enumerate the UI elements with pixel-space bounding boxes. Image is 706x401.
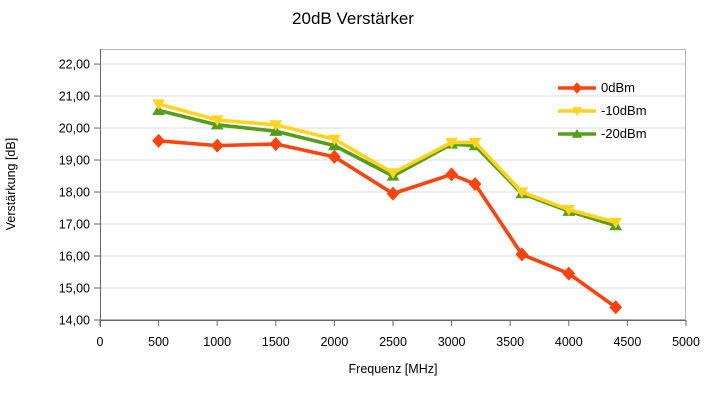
x-tick-label: 4500 bbox=[613, 335, 641, 349]
chart-title: 20dB Verstärker bbox=[292, 9, 414, 28]
y-tick-labels: 14,00 15,00 16,00 17,00 18,00 19,00 20,00 21,00… bbox=[59, 58, 90, 328]
legend-item-0dbm: 0dBm bbox=[556, 76, 647, 99]
x-tick-label: 3500 bbox=[496, 335, 524, 349]
y-tick-label: 22,00 bbox=[59, 58, 90, 72]
legend-label: -20dBm bbox=[601, 126, 647, 141]
legend-label: -10dBm bbox=[601, 103, 647, 118]
x-tick-label: 5000 bbox=[672, 335, 700, 349]
series--10dBm bbox=[152, 99, 623, 229]
y-tick-label: 17,00 bbox=[59, 218, 90, 232]
legend: 0dBm -10dBm -20dBm bbox=[556, 76, 647, 145]
x-axis-title: Frequenz [MHz] bbox=[348, 362, 438, 376]
legend-label: 0dBm bbox=[601, 80, 635, 95]
x-tick-label: 1500 bbox=[262, 335, 290, 349]
y-tick-label: 21,00 bbox=[59, 90, 90, 104]
y-tick-label: 18,00 bbox=[59, 186, 90, 200]
y-tick-label: 19,00 bbox=[59, 154, 90, 168]
x-tick-label: 500 bbox=[148, 335, 169, 349]
y-tick-label: 16,00 bbox=[59, 250, 90, 264]
axes bbox=[94, 49, 687, 327]
x-tick-label: 2000 bbox=[320, 335, 348, 349]
x-tick-label: 3000 bbox=[438, 335, 466, 349]
y-tick-label: 15,00 bbox=[59, 282, 90, 296]
x-tick-label: 1000 bbox=[203, 335, 231, 349]
series-0dBm bbox=[152, 133, 623, 315]
x-tick-labels: 0 500 1000 1500 2000 2500 3000 3500 4000 4500 5000 bbox=[97, 335, 700, 349]
legend-swatch-diamond-icon bbox=[558, 81, 596, 94]
series--20dBm bbox=[152, 104, 623, 231]
legend-swatch-triangle-down-icon bbox=[558, 106, 596, 116]
legend-swatch-triangle-up-icon bbox=[558, 128, 596, 138]
y-axis-title: Verstärkung [dB] bbox=[4, 137, 18, 231]
legend-item-minus20dbm: -20dBm bbox=[556, 122, 647, 145]
x-tick-label: 2500 bbox=[379, 335, 407, 349]
y-tick-label: 14,00 bbox=[59, 314, 90, 328]
x-tick-label: 0 bbox=[97, 335, 104, 349]
y-tick-label: 20,00 bbox=[59, 122, 90, 136]
x-tick-label: 4000 bbox=[555, 335, 583, 349]
legend-item-minus10dbm: -10dBm bbox=[556, 99, 647, 122]
